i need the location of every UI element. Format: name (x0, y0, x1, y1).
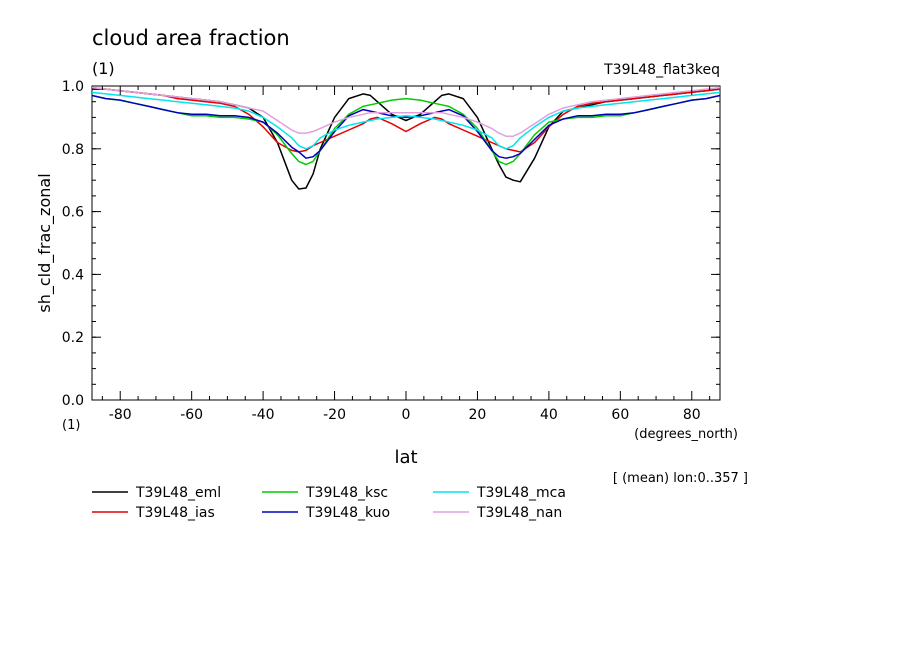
series-line-T39L48_ias (92, 86, 720, 153)
legend-label: T39L48_eml (135, 485, 221, 501)
y-tick-label: 0.4 (62, 267, 84, 283)
chart-title: cloud area fraction (92, 26, 290, 50)
y-axis: 0.0 0.2 0.4 0.6 0.8 1.0 (62, 79, 720, 409)
series-line-T39L48_kuo (92, 94, 720, 159)
x-tick-label: 40 (540, 407, 558, 423)
x-tick-label: 60 (611, 407, 629, 423)
x-tick-label: 0 (402, 407, 411, 423)
y-tick-label: 0.0 (62, 393, 84, 409)
y-axis-units: (1) (62, 418, 80, 433)
x-tick-label: -60 (180, 407, 203, 423)
chart-subtitle-right: T39L48_flat3keq (603, 62, 720, 78)
y-tick-label: 1.0 (62, 79, 84, 95)
x-axis-label: lat (394, 447, 417, 468)
series-line-T39L48_eml (92, 88, 720, 190)
legend: T39L48_eml T39L48_ias T39L48_ksc T39L48_kuo… (92, 485, 566, 521)
x-axis: -80 -60 -40 -20 0 20 40 60 80 (101, 86, 711, 423)
series-line-T39L48_nan (92, 86, 720, 137)
legend-label: T39L48_nan (476, 505, 562, 521)
y-tick-label: 0.6 (62, 205, 84, 221)
series-line-T39L48_ksc (92, 94, 720, 166)
x-axis-units: (degrees_north) (634, 427, 738, 442)
plot-frame (91, 85, 721, 401)
legend-label: T39L48_mca (476, 485, 566, 501)
y-tick-label: 0.2 (62, 330, 84, 346)
chart-title-units: (1) (92, 59, 115, 78)
x-tick-label: 20 (469, 407, 487, 423)
y-axis-label: sh_cld_frac_zonal (35, 173, 55, 312)
chart-footnote: [ (mean) lon:0..357 ] (613, 471, 748, 486)
y-tick-label: 0.8 (62, 142, 84, 158)
x-tick-label: -20 (323, 407, 346, 423)
x-tick-label: -80 (109, 407, 132, 423)
x-tick-label: -40 (252, 407, 275, 423)
x-tick-label: 80 (683, 407, 701, 423)
series-line-T39L48_mca (92, 91, 720, 150)
legend-label: T39L48_ias (135, 505, 215, 521)
plot-area (91, 85, 721, 401)
legend-label: T39L48_ksc (305, 485, 388, 501)
legend-label: T39L48_kuo (305, 505, 390, 521)
